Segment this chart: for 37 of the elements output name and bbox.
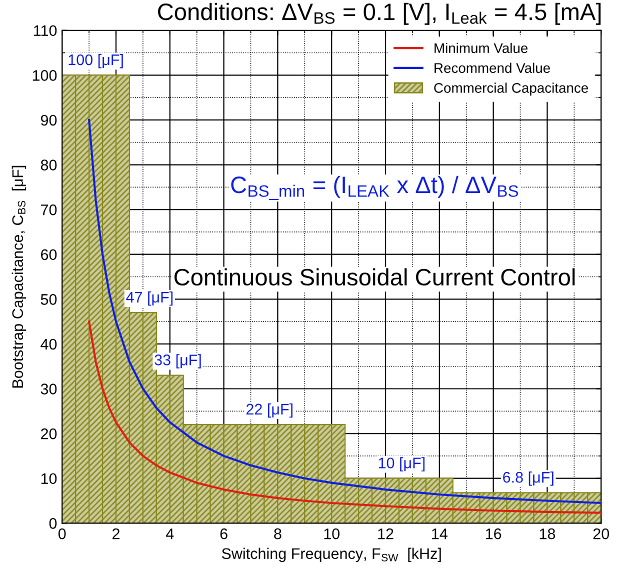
x-tick-label: 4	[166, 528, 174, 540]
x-tick-label: 18	[540, 528, 556, 540]
y-tick-label: 10	[41, 473, 57, 484]
annotation: C$_{BS_min}$ = (I$_{LEAK}$ x Δt) / ΔV$_{BS}$	[231, 176, 518, 200]
chart-title: Conditions: ΔV$_{BS}$ = 0.1 [V], I$_{Leak}$ = 4.5 [mA]	[158, 2, 601, 25]
x-tick-label: 2	[112, 528, 120, 540]
x-axis-title: Switching Frequency, F$_{SW}$ [kHz]	[222, 548, 441, 562]
y-tick-label: 70	[41, 204, 57, 216]
y-tick-label: 110	[34, 25, 57, 36]
y-tick-label: 30	[40, 384, 57, 394]
y-tick-label: 40	[40, 338, 57, 350]
annotation: 33 [μF]	[154, 354, 201, 368]
legend-label: Recommend Value	[434, 62, 550, 73]
annotation: 47 [μF]	[126, 291, 173, 306]
x-tick-label: 8	[274, 528, 282, 540]
y-tick-label: 100	[32, 70, 57, 81]
legend-label: Commercial Capacitance	[434, 82, 588, 96]
y-tick-label: 60	[41, 249, 57, 260]
x-tick-label: 10	[324, 528, 340, 540]
annotation: 22 [μF]	[246, 403, 292, 418]
y-tick-label: 90	[40, 114, 57, 126]
y-tick-label: 0	[49, 518, 57, 529]
x-tick-label: 6	[220, 528, 228, 540]
x-tick-label: 14	[432, 528, 448, 540]
y-tick-label: 50	[40, 294, 57, 305]
annotation: 100 [μF]	[68, 54, 123, 68]
legend-label: Minimum Value	[434, 42, 528, 54]
x-tick-label: 12	[378, 528, 394, 540]
y-tick-label: 20	[41, 428, 57, 440]
y-axis-title: Bootstrap Capacitance, C$_{BS}$ [μF]	[12, 166, 26, 388]
x-tick-label: 16	[486, 528, 502, 540]
y-tick-label: 80	[40, 160, 57, 170]
annotation: Continuous Sinusoidal Current Control	[174, 268, 575, 286]
annotation: 10 [μF]	[378, 457, 425, 472]
x-tick-label: 20	[593, 528, 610, 540]
annotation: 6.8 [μF]	[503, 472, 554, 486]
x-tick-label: 0	[58, 528, 66, 540]
